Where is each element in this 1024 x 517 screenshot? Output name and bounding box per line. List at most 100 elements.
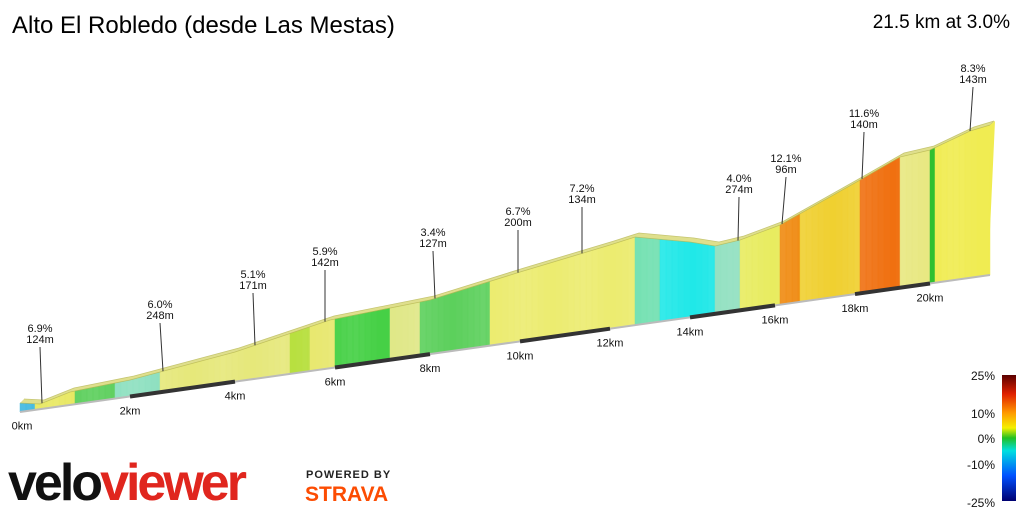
profile-stripe — [80, 388, 88, 404]
profile-stripe — [407, 302, 415, 358]
profile-stripe — [923, 149, 931, 285]
length-label: 96m — [775, 164, 796, 176]
km-bar — [854, 281, 931, 297]
strava: STRAVA — [305, 483, 388, 506]
profile-stripe — [841, 186, 849, 297]
profile-stripe — [389, 306, 397, 361]
profile-stripe — [585, 250, 593, 333]
profile-stripe — [970, 128, 978, 278]
profile-stripe — [507, 273, 515, 344]
profile-stripe — [829, 193, 837, 298]
length-label: 140m — [850, 119, 878, 131]
profile-stripe — [889, 158, 897, 290]
profile-stripe — [805, 206, 813, 302]
profile-stripe — [249, 344, 257, 380]
profile-stripe — [707, 244, 715, 316]
km-bar — [519, 326, 611, 344]
profile-stripe — [395, 305, 403, 360]
profile-stripe — [376, 309, 384, 362]
profile-stripe — [243, 346, 251, 381]
profile-stripe — [817, 199, 825, 300]
profile-stripe — [461, 287, 469, 350]
profile-stripe — [382, 307, 390, 362]
profile-stripe — [449, 291, 457, 352]
legend-label: -10% — [967, 458, 995, 472]
profile-stripe — [104, 383, 112, 401]
profile-stripe — [640, 237, 648, 325]
profile-stripe — [603, 244, 611, 330]
profile-stripe — [895, 156, 901, 289]
length-label: 124m — [26, 334, 54, 346]
profile-stripe — [138, 375, 146, 396]
profile-stripe — [225, 352, 233, 384]
grade-label: 11.6% — [849, 108, 880, 120]
profile-stripe — [871, 169, 879, 292]
leader-line — [432, 250, 436, 299]
profile-stripe — [525, 268, 533, 341]
profile-stripe — [946, 138, 954, 282]
profile-stripe — [976, 126, 984, 278]
profile-stripe — [261, 340, 269, 379]
distance-label: 8km — [420, 363, 441, 375]
profile-top — [19, 120, 995, 405]
profile-stripe — [911, 152, 919, 287]
profile-stripe — [853, 179, 861, 295]
profile-stripe — [763, 228, 771, 308]
profile-stripe — [279, 334, 287, 376]
profile-stripe — [309, 324, 317, 372]
profile-stripe — [86, 387, 94, 403]
profile-stripe — [791, 214, 799, 304]
profile-stripe — [883, 162, 891, 291]
powered-by: POWERED BY — [306, 469, 391, 481]
profile-stripe — [952, 135, 960, 281]
profile-stripe — [899, 155, 907, 288]
profile-stripe — [917, 151, 925, 286]
profile-stripe — [327, 318, 335, 369]
profile-stripe — [370, 310, 378, 363]
profile-stripe — [301, 327, 309, 373]
profile-stripe — [213, 355, 221, 385]
distance-label: 2km — [120, 405, 141, 417]
profile-stripe — [437, 295, 445, 354]
length-label: 127m — [419, 238, 447, 250]
profile-stripe — [364, 311, 372, 364]
length-label: 142m — [311, 257, 339, 269]
distance-label: 12km — [597, 338, 624, 350]
profile-stripe — [295, 329, 303, 374]
profile-stripe — [120, 380, 128, 399]
profile-stripe — [231, 350, 239, 383]
profile-stripe — [165, 368, 173, 392]
profile-stripe — [352, 313, 360, 366]
length-label: 143m — [959, 74, 987, 86]
profile-stripe — [455, 289, 463, 351]
profile-stripe — [425, 299, 433, 355]
profile-stripe — [652, 238, 660, 323]
length-label: 274m — [725, 184, 753, 196]
profile-stripe — [573, 253, 581, 335]
profile-stripe — [467, 285, 475, 350]
profile-stripe — [156, 371, 161, 393]
profile-stripe — [683, 241, 691, 319]
grade-label: 6.9% — [27, 323, 52, 335]
legend-label: 10% — [971, 407, 995, 421]
profile-stripe — [340, 316, 348, 367]
profile-stripe — [567, 255, 575, 335]
profile-stripe — [195, 360, 203, 388]
profile-stripe — [689, 241, 697, 318]
profile-stripe — [561, 257, 569, 336]
logo: veloviewer — [8, 454, 247, 512]
profile-stripe — [847, 182, 855, 296]
profile: 0km 2km 4km 6km 8km 10km 12km 14km 16km 18km 20km 6… — [12, 63, 995, 433]
profile-stripe — [144, 374, 152, 395]
legend-label: -25% — [967, 496, 995, 510]
profile-stripe — [519, 269, 527, 342]
profile-stripe — [865, 172, 873, 293]
profile-stripe — [495, 277, 503, 346]
distance-label: 6km — [325, 377, 346, 389]
profile-stripe — [720, 242, 728, 314]
profile-stripe — [255, 342, 263, 379]
profile-stripe — [358, 312, 366, 365]
profile-stripe — [501, 275, 509, 345]
profile-stripe — [811, 203, 819, 301]
grade-label: 3.4% — [420, 227, 445, 239]
